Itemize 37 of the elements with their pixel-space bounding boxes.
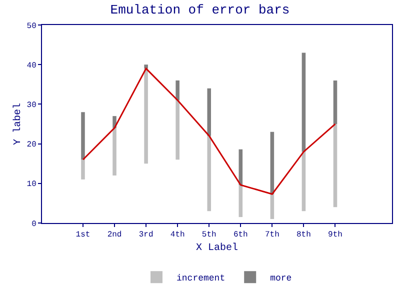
x-tick-label: 6th [233,230,248,240]
bar [270,132,274,194]
bar [176,80,180,100]
bar [270,194,274,220]
bar [112,128,116,176]
y-axis-title: Y label [12,102,24,146]
x-axis-title: X Label [196,242,238,254]
y-tick-label: 0 [32,220,37,229]
line-series [82,68,336,195]
x-tick-label: 2nd [107,230,122,240]
chart-title: Emulation of error bars [110,2,290,18]
x-tick-label: 4th [170,230,185,240]
bar [144,68,148,164]
y-tick-label: 50 [26,22,37,31]
bar [81,112,85,160]
legend-label: increment [176,274,226,284]
y-tick-label: 10 [26,180,37,190]
y-tick-label: 40 [26,61,37,70]
x-tick-label: 3rd [138,230,154,240]
x-tick-label: 1st [76,230,90,240]
bar [302,152,306,212]
bar [207,88,212,136]
bar [176,100,180,160]
bar [81,160,85,180]
bar [238,184,243,218]
bar [333,124,338,208]
legend-label: more [270,274,292,284]
y-tick-label: 30 [26,101,37,110]
x-tick-label: 8th [296,230,312,240]
x-tick-label: 9th [328,230,343,240]
bar [144,64,148,69]
bar [333,80,338,124]
bar [302,52,306,152]
bar [207,136,212,212]
x-tick-label: 7th [264,230,280,240]
x-tick-label: 5th [202,230,217,240]
y-tick-label: 20 [26,140,37,150]
